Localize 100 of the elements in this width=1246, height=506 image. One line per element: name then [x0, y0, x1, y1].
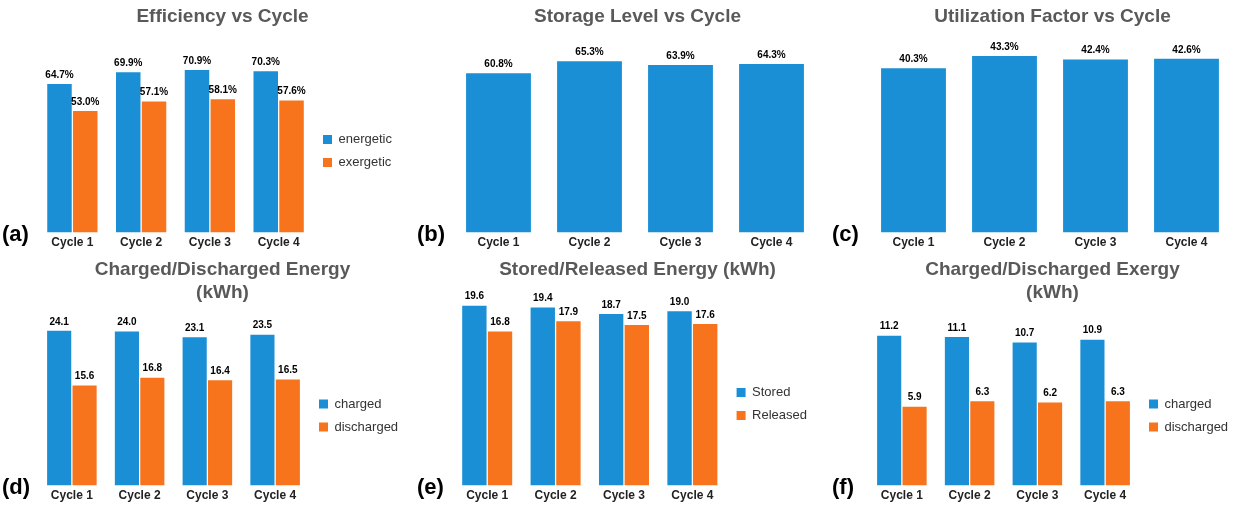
data-label: 24.1 — [49, 315, 70, 327]
legend-label: discharged — [334, 418, 399, 434]
x-tick-label: Cycle 4 — [671, 488, 714, 503]
bar — [73, 110, 98, 233]
x-tick-label: Cycle 3 — [659, 235, 702, 250]
x-tick-label: Cycle 3 — [188, 235, 232, 250]
data-label: 63.9% — [666, 49, 695, 61]
bar — [693, 324, 718, 486]
text: (d) — [2, 474, 31, 500]
data-label: 16.4 — [210, 365, 231, 376]
bar — [275, 379, 300, 486]
x-tick-label: Cycle 2 — [118, 488, 161, 503]
data-label: 5.9 — [907, 391, 922, 403]
data-label: 19.6 — [464, 290, 485, 302]
data-label: 40.3% — [899, 52, 928, 64]
bar — [1105, 401, 1130, 486]
x-tick-label: Cycle 4 — [750, 235, 793, 250]
bar — [47, 84, 72, 233]
data-label: 57.1% — [139, 86, 169, 98]
bar — [250, 334, 275, 486]
bar — [667, 311, 692, 486]
x-tick-label: Cycle 2 — [120, 235, 163, 250]
x-tick-label: Cycle 4 — [254, 488, 297, 503]
x-tick-label: Cycle 3 — [1016, 488, 1059, 503]
bar — [208, 380, 233, 486]
bar — [598, 313, 624, 486]
data-label: 15.6 — [74, 370, 95, 382]
x-tick-label: Cycle 1 — [51, 235, 94, 250]
bar — [210, 99, 236, 233]
text: (f) — [832, 474, 854, 500]
bar — [487, 331, 513, 486]
chart-title: Charged/Discharged Exergy (kWh) — [924, 257, 1181, 303]
data-label: 69.9% — [114, 56, 143, 68]
x-tick-label: Cycle 2 — [534, 488, 577, 503]
data-label: 43.3% — [990, 40, 1019, 52]
bar — [902, 406, 927, 486]
x-tick-label: Cycle 1 — [892, 235, 935, 250]
data-label: 70.3% — [251, 56, 281, 68]
bar — [624, 324, 649, 486]
bar — [114, 331, 139, 486]
bar — [877, 335, 902, 486]
bar — [462, 305, 487, 486]
x-tick-label: Cycle 4 — [1084, 488, 1127, 503]
data-label: 19.4 — [533, 292, 553, 304]
bar — [140, 377, 165, 486]
bar — [1012, 342, 1037, 486]
x-tick-label: Cycle 2 — [568, 235, 611, 250]
data-label: 11.1 — [947, 321, 967, 333]
data-label: 17.6 — [695, 308, 716, 320]
chart-title: Efficiency vs Cycle — [135, 4, 310, 27]
bar — [47, 330, 72, 486]
data-label: 16.8 — [142, 362, 163, 374]
text: (c) — [832, 221, 859, 247]
x-tick-label: Cycle 4 — [257, 235, 300, 250]
data-label: 16.5 — [278, 364, 298, 376]
data-label: 19.0 — [669, 295, 690, 307]
data-label: 60.8% — [484, 57, 513, 69]
legend-label: exergetic — [338, 154, 392, 170]
data-label: 17.5 — [627, 309, 647, 321]
x-tick-label: Cycle 1 — [50, 488, 94, 503]
bar — [115, 72, 141, 233]
data-label: 64.3% — [757, 48, 786, 60]
data-label: 23.1 — [184, 321, 205, 333]
data-label: 65.3% — [575, 46, 604, 58]
chart-title: Charged/Discharged Energy (kWh) — [93, 257, 352, 303]
chart-title: Storage Level vs Cycle — [533, 4, 742, 27]
bar — [279, 100, 304, 233]
bar — [72, 385, 97, 486]
legend-label: energetic — [338, 131, 393, 147]
x-tick-label: Cycle 3 — [602, 488, 646, 503]
data-label: 24.0 — [117, 316, 138, 328]
x-tick-label: Cycle 2 — [948, 488, 991, 503]
x-tick-label: Cycle 2 — [983, 235, 1026, 250]
bar — [556, 321, 581, 486]
chart-title: Stored/Released Energy (kWh) — [498, 257, 777, 280]
data-label: 10.7 — [1014, 327, 1035, 339]
chart-title: Utilization Factor vs Cycle — [933, 4, 1172, 27]
x-tick-label: Cycle 4 — [1165, 235, 1208, 250]
legend-label: charged — [1164, 395, 1212, 411]
data-label: 23.5 — [252, 319, 273, 331]
data-label: 11.2 — [879, 320, 900, 332]
x-tick-label: Cycle 1 — [466, 488, 509, 503]
data-label: 6.2 — [1043, 387, 1058, 399]
text: (b) — [417, 221, 446, 247]
x-tick-label: Cycle 3 — [186, 488, 229, 503]
bar — [530, 307, 555, 486]
bar — [253, 71, 278, 233]
legend-label: discharged — [1164, 418, 1229, 434]
data-label: 10.9 — [1082, 324, 1103, 336]
data-label: 42.4% — [1081, 44, 1110, 56]
data-label: 6.3 — [1110, 386, 1126, 398]
x-tick-label: Cycle 1 — [477, 235, 520, 250]
legend-label: charged — [334, 395, 382, 411]
bar — [1038, 402, 1063, 486]
bar — [1080, 339, 1105, 486]
bar — [182, 337, 207, 486]
x-tick-label: Cycle 3 — [1074, 235, 1117, 250]
legend-label: Stored — [752, 384, 791, 400]
data-label: 17.9 — [558, 306, 579, 318]
data-label: 42.6% — [1172, 43, 1201, 55]
